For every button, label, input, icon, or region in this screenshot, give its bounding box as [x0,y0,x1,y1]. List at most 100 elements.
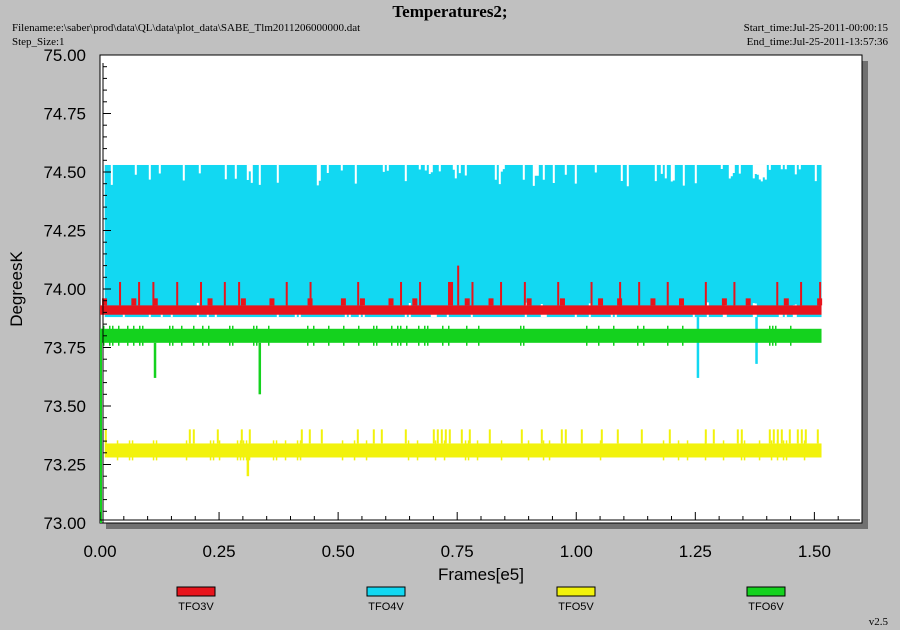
series-spike-tfo3v [223,281,226,306]
filename-label: Filename:e:\saber\prod\data\QL\data\plot… [12,22,361,34]
series-tfo6v [100,325,822,523]
series-spikes-tfo5v [104,429,819,444]
series-block-tfo3v [131,298,137,306]
series-block-tfo3v [269,298,275,306]
series-spike-tfo3v [500,281,503,306]
series-dip-tfo4v [696,317,700,378]
series-spike-tfo3v [457,265,460,306]
series-block-tfo3v [617,298,623,306]
legend-swatch [176,586,216,597]
step-size-label: Step_Size:1 [12,36,65,48]
series-spike-tfo3v [819,281,822,306]
x-tick-label: 0.00 [83,542,116,561]
series-layer [100,164,823,523]
y-tick-label: 75.00 [43,46,86,65]
series-spike-tfo3v [471,281,474,306]
series-block-tfo3v [388,298,394,306]
y-tick-label: 73.75 [43,339,86,358]
series-block-tfo3v [152,298,158,306]
legend-label: TFO6V [748,601,784,613]
series-spike-tfo3v [776,281,779,306]
series-block-tfo3v [817,298,823,306]
series-block-tfo3v [359,298,365,306]
series-spike-tfo3v [704,281,707,306]
series-block-tfo3v [526,298,532,306]
series-band-tfo5v [104,443,822,458]
series-block-tfo3v [340,298,346,306]
y-tick-label: 74.50 [43,163,86,182]
series-block-tfo3v [679,298,685,306]
x-axis-title: Frames[e5] [438,565,524,584]
series-tfo3v [100,265,823,315]
chart-title: Temperatures2; [392,2,508,21]
series-spike-tfo3v [733,281,736,306]
series-block-tfo3v [745,298,751,306]
series-dip-tfo6v [258,342,262,395]
legend: TFO3V TFO4V TFO5V TFO6V [176,586,786,613]
x-tick-label: 0.50 [322,542,355,561]
y-axis-title: DegreesK [7,251,26,327]
series-spike-tfo3v [638,281,641,306]
legend-swatch [556,586,596,597]
series-spike-tfo3v [238,281,241,306]
series-band-tfo6v [100,328,822,343]
series-block-tfo3v [240,298,246,306]
series-block-tfo3v [721,298,727,306]
series-spike-tfo3v [590,281,593,306]
legend-label: TFO4V [368,601,404,613]
legend-swatch [366,586,406,597]
series-spike-tfo3v [400,281,403,306]
end-time-label: End_time:Jul-25-2011-13:57:36 [746,36,888,48]
legend-item-tfo5v: TFO5V [556,586,596,613]
series-band-tfo3v [100,305,822,315]
series-spike-tfo3v [200,281,203,306]
y-tick-label: 73.50 [43,397,86,416]
x-tick-label: 1.00 [560,542,593,561]
start-time-label: Start_time:Jul-25-2011-00:00:15 [743,22,888,34]
series-tfo5v [104,429,822,477]
series-block-tfo3v [307,298,313,306]
legend-swatch [746,586,786,597]
x-tick-label: 0.75 [441,542,474,561]
series-spike-tfo3v [419,281,422,306]
series-spike-tfo3v [800,281,803,306]
legend-label: TFO3V [178,601,214,613]
series-spike-tfo3v [666,281,669,306]
series-spike-tfo3v [138,281,141,306]
axes-layer: 73.00 73.25 73.50 73.75 74.00 74.25 74.50 74.75… [7,46,860,584]
series-spike-tfo3v [176,281,179,306]
y-tick-label: 74.00 [43,280,86,299]
series-block-tfo3v [783,298,789,306]
y-tick-label: 74.25 [43,222,86,241]
series-block-tfo3v [650,298,656,306]
series-block-tfo3v [559,298,565,306]
series-start-drop-tfo6v [100,328,102,523]
series-spike-tfo3v [619,281,622,306]
series-dip-tfo5v [246,457,250,477]
series-spike-tfo3v [357,281,360,306]
legend-item-tfo4v: TFO4V [366,586,406,613]
series-block-tfo3v [448,281,454,306]
series-dip-tfo6v [153,342,157,378]
series-spike-tfo3v [309,281,312,306]
series-spike-tfo3v [523,281,526,306]
y-tick-label: 74.75 [43,105,86,124]
legend-item-tfo3v: TFO3V [176,586,216,613]
x-tick-label: 1.50 [798,542,831,561]
series-spike-tfo3v [119,281,122,306]
series-block-tfo3v [598,298,604,306]
legend-item-tfo6v: TFO6V [746,586,786,613]
x-tick-label: 0.25 [203,542,236,561]
series-spike-tfo3v [152,281,155,306]
series-spike-tfo3v [285,281,288,306]
series-block-tfo3v [207,298,213,306]
series-block-tfo3v [488,298,494,306]
series-block-tfo3v [464,298,470,306]
x-tick-label: 1.25 [679,542,712,561]
series-band-tfo4v [104,164,822,318]
y-tick-label: 73.25 [43,456,86,475]
version-label: v2.5 [868,616,888,628]
legend-label: TFO5V [558,601,594,613]
y-tick-label: 73.00 [43,514,86,533]
